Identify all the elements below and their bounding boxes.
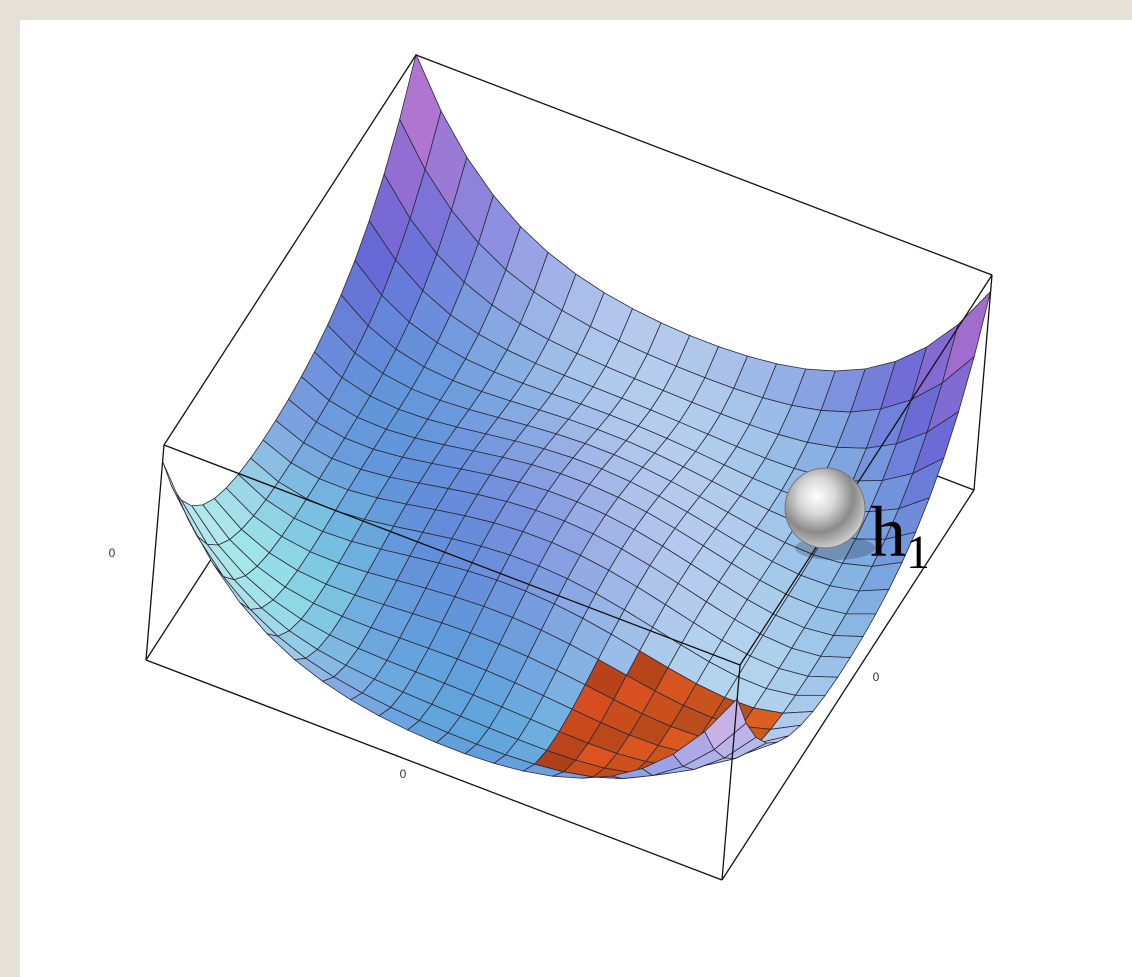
axis-label: 0 xyxy=(873,670,880,684)
page: 0 0 0 h1 (() => { const data = JSON.pars… xyxy=(0,0,1132,977)
slide: 0 0 0 h1 xyxy=(0,0,1132,977)
ball xyxy=(785,468,865,548)
label-subscript: 1 xyxy=(906,526,930,579)
label-base: h xyxy=(870,492,906,572)
axis-label: 0 xyxy=(109,546,116,560)
axis-label: 0 xyxy=(400,767,407,781)
